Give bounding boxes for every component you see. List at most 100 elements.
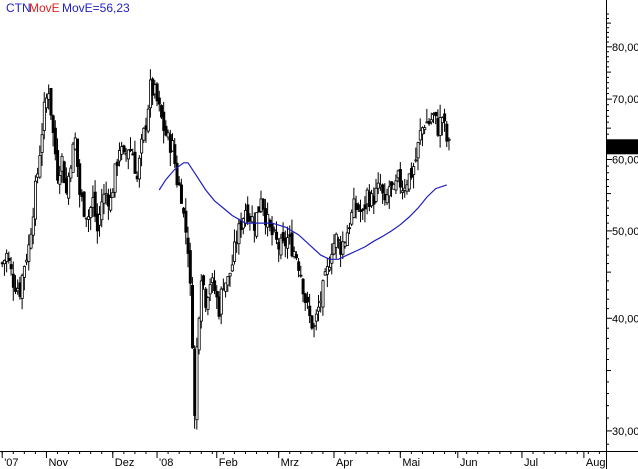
candle-body: [210, 277, 214, 284]
candle: [438, 104, 442, 148]
candle-body: [186, 237, 190, 254]
candle: [312, 322, 316, 338]
candle-body: [3, 260, 7, 265]
candle-body: [299, 274, 303, 277]
candle: [197, 316, 201, 355]
candle: [7, 251, 11, 264]
candle-body: [359, 210, 363, 212]
candle-body: [51, 115, 55, 133]
candle: [160, 104, 164, 120]
candle-body: [356, 204, 360, 210]
candle: [177, 176, 181, 187]
candle: [292, 246, 296, 259]
candle-body: [407, 173, 411, 190]
candle: [111, 188, 115, 198]
candle-body: [447, 138, 451, 141]
candle: [104, 181, 108, 205]
chart-legend: CTN MovE MovE=56,23: [6, 1, 130, 15]
candle: [250, 205, 254, 224]
candle-body: [137, 157, 141, 180]
candle-body: [401, 190, 405, 193]
candle: [162, 101, 166, 144]
candle: [126, 149, 130, 170]
candle-body: [270, 223, 274, 236]
candle-body: [438, 117, 442, 136]
candle-body: [199, 280, 203, 322]
candle-body: [164, 125, 168, 136]
candle: [356, 202, 360, 213]
candle: [401, 180, 405, 200]
candle: [299, 265, 303, 278]
candle-body: [206, 297, 210, 310]
candle: [5, 249, 9, 273]
candle-body: [443, 113, 447, 122]
candle: [414, 147, 418, 163]
candle: [363, 196, 367, 223]
candle: [155, 82, 159, 107]
legend-ma-label: MovE: [29, 1, 60, 15]
candle-body: [93, 191, 97, 217]
candle: [237, 218, 241, 255]
candle: [115, 158, 119, 177]
candle-body: [292, 251, 296, 258]
candle: [175, 155, 179, 188]
candle-body: [22, 266, 26, 278]
candle-body: [177, 182, 181, 186]
candle: [137, 155, 141, 188]
candle-body: [434, 111, 438, 117]
candle: [246, 196, 250, 226]
candle: [261, 197, 265, 217]
candle-body: [146, 108, 150, 132]
x-tick-label: Mrz: [281, 457, 299, 469]
candle-body: [336, 239, 340, 241]
x-tick-label: '07: [4, 457, 18, 469]
candle: [275, 221, 279, 245]
candle-body: [246, 204, 250, 223]
candle-body: [9, 264, 13, 270]
candle-body: [363, 204, 367, 210]
candle-body: [102, 193, 106, 204]
candle: [308, 293, 312, 324]
x-tick-label: Mai: [402, 457, 420, 469]
candle-body: [412, 166, 416, 176]
candle: [40, 123, 44, 166]
candle-body: [29, 233, 33, 249]
candle: [272, 226, 276, 233]
candle: [317, 294, 321, 322]
candle: [182, 207, 186, 218]
candle: [427, 118, 431, 126]
candle: [447, 137, 451, 151]
candle-body: [157, 97, 161, 105]
candle: [109, 188, 113, 213]
candle-body: [38, 155, 42, 178]
candle: [359, 199, 363, 223]
candle: [146, 104, 150, 134]
candle: [279, 233, 283, 260]
candle: [332, 234, 336, 256]
candle-body: [321, 280, 325, 308]
candle-body: [226, 276, 230, 286]
candle: [67, 172, 71, 205]
candle: [188, 242, 192, 296]
candle: [179, 178, 183, 204]
candle: [226, 276, 230, 292]
candle-body: [113, 163, 117, 193]
candle: [100, 188, 104, 228]
candle: [49, 87, 53, 121]
candle: [184, 198, 188, 245]
candle-body: [281, 232, 285, 241]
candle-body: [294, 254, 298, 259]
candle-body: [345, 232, 349, 246]
candle-body: [111, 192, 115, 198]
candle: [113, 163, 117, 198]
candle: [3, 259, 7, 276]
candle-body: [67, 175, 71, 199]
candle-body: [332, 242, 336, 255]
candle: [199, 274, 203, 329]
candle: [129, 137, 133, 153]
candle: [42, 92, 46, 140]
candle: [20, 273, 24, 310]
candle: [206, 296, 210, 316]
